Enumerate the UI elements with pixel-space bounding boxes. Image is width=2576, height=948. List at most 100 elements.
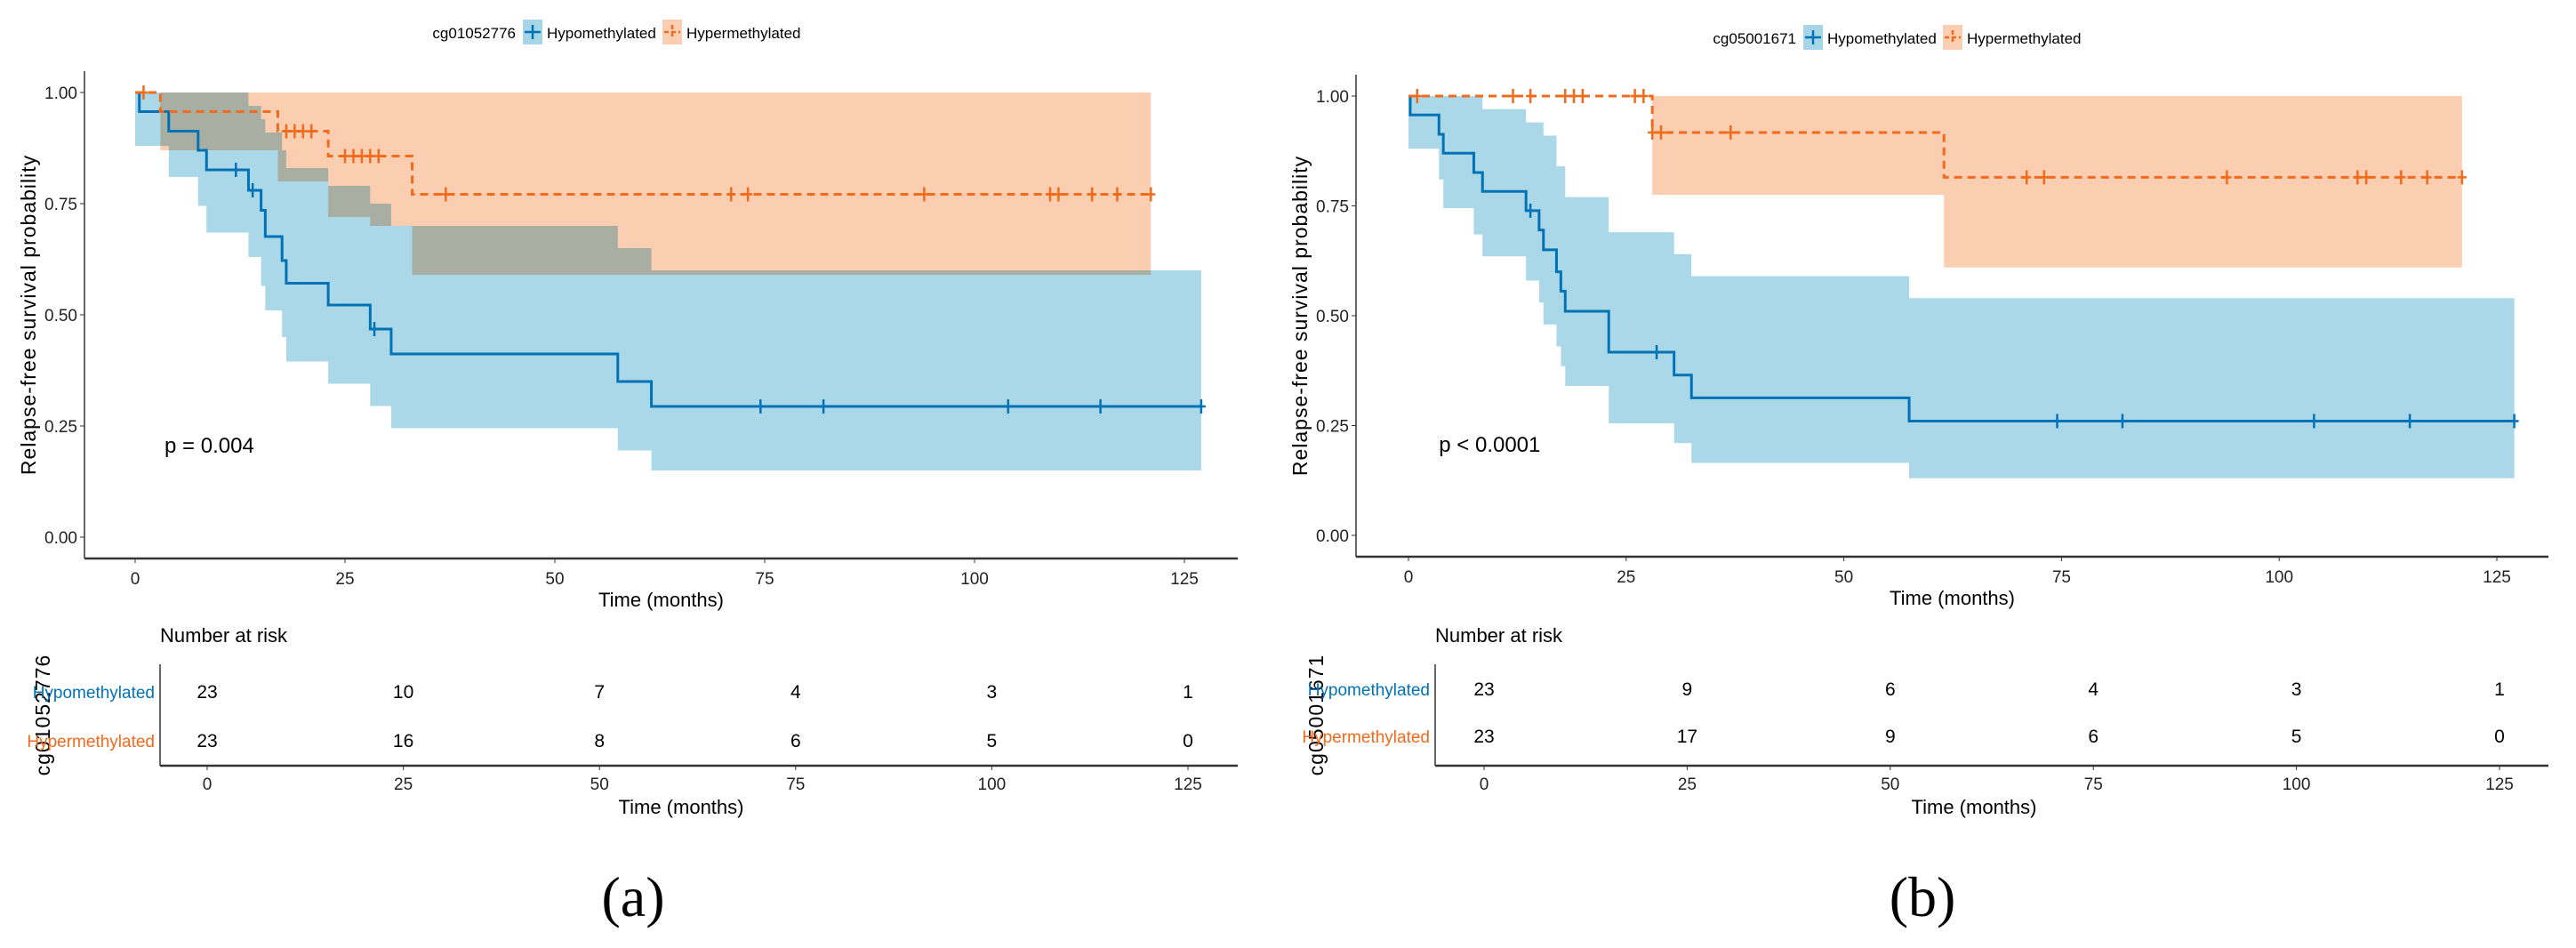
censor-mark-hyper: [2422, 170, 2432, 185]
censor-mark-hyper: [341, 149, 349, 164]
legend-label-hyper: Hypermethylated: [686, 25, 801, 42]
y-axis-title: Relapse-free survival probability: [1288, 156, 1312, 476]
censor-mark-hyper: [281, 124, 291, 139]
risk-x-tick-label: 0: [1480, 775, 1489, 794]
risk-strata-title: cg01052776: [31, 655, 54, 776]
censor-mark-hyper: [139, 85, 148, 100]
y-tick-label: 0.00: [44, 529, 77, 548]
censor-mark-hyper: [290, 124, 300, 139]
ci-band-hypo: [135, 92, 1201, 470]
x-tick-label: 75: [755, 570, 774, 589]
risk-x-tick-label: 100: [978, 775, 1007, 794]
x-tick-label: 75: [2052, 568, 2071, 587]
y-tick-label: 0.75: [44, 196, 77, 214]
ci-band-hyper: [160, 92, 1152, 275]
ci-band-hyper: [1652, 96, 2462, 268]
risk-x-axis-title: Time (months): [619, 796, 744, 818]
censor-mark-hypo: [819, 399, 829, 414]
risk-count: 6: [1885, 679, 1896, 700]
y-tick-label: 0.00: [1316, 527, 1349, 546]
risk-table-title: Number at risk: [160, 624, 288, 647]
risk-count: 1: [2494, 679, 2505, 700]
panel-label: (b): [1890, 865, 1956, 928]
risk-count: 5: [987, 731, 998, 751]
y-axis-title: Relapse-free survival probability: [17, 155, 40, 475]
risk-x-tick-label: 100: [2283, 775, 2311, 794]
censor-mark-hypo: [1652, 345, 1662, 360]
survival-curve-hyper: [1408, 94, 2462, 179]
censor-mark-hypo: [2309, 414, 2319, 429]
risk-strata-title: cg05001671: [1304, 655, 1328, 776]
risk-x-tick-label: 50: [590, 775, 609, 794]
censor-mark-hyper: [1726, 125, 1736, 141]
legend-key-hyper: [664, 25, 680, 39]
x-axis-title: Time (months): [598, 589, 724, 611]
risk-x-tick-label: 125: [2485, 775, 2514, 794]
censor-mark-hyper: [1569, 89, 1579, 103]
censor-mark-hyper: [1508, 89, 1518, 103]
risk-x-axis-title: Time (months): [1912, 796, 2037, 818]
risk-x-tick-label: 25: [1678, 775, 1697, 794]
ci-band-hypo: [1408, 96, 2515, 478]
risk-count: 23: [197, 731, 217, 751]
censor-mark-hyper: [1526, 89, 1536, 103]
panel-label: (a): [601, 865, 664, 928]
risk-count: 6: [790, 731, 801, 751]
y-tick-label: 0.50: [1316, 308, 1349, 326]
legend-key-hyper: [1945, 30, 1961, 44]
risk-count: 4: [2088, 679, 2099, 700]
risk-count: 9: [1682, 679, 1693, 700]
legend: cg01052776 Hypomethylated Hypermethylated: [432, 20, 801, 44]
censor-mark-hyper: [919, 187, 929, 202]
risk-x-tick-label: 50: [1881, 775, 1899, 794]
survival-curve-hypo: [1408, 94, 2515, 423]
risk-row-label-hyper: Hypermethylated: [1302, 728, 1430, 747]
p-value: p < 0.0001: [1439, 433, 1540, 457]
y-tick-label: 0.50: [44, 307, 77, 325]
x-tick-label: 125: [1170, 570, 1199, 589]
risk-x-tick-label: 75: [2084, 775, 2103, 794]
legend-title: cg05001671: [1713, 30, 1796, 47]
censor-mark-hypo: [756, 399, 766, 414]
censor-mark-hypo: [1095, 399, 1105, 414]
censor-mark-hyper: [1054, 187, 1063, 202]
risk-count: 8: [594, 731, 605, 751]
legend: cg05001671 Hypomethylated Hypermethylated: [1713, 25, 2082, 50]
legend-label-hypo: Hypomethylated: [1827, 30, 1937, 47]
x-tick-label: 50: [545, 570, 564, 589]
legend-key-hypo: [525, 25, 541, 39]
x-tick-label: 125: [2483, 568, 2511, 587]
censor-mark-hyper: [441, 187, 451, 202]
censor-mark-hyper: [743, 187, 753, 202]
risk-count: 9: [1885, 727, 1896, 747]
censor-mark-hypo: [1196, 399, 1206, 414]
censor-mark-hyper: [2022, 170, 2032, 185]
x-tick-label: 0: [1404, 568, 1414, 587]
risk-count: 3: [987, 682, 998, 703]
censor-mark-hyper: [2039, 170, 2049, 185]
risk-row-label-hypo: Hypomethylated: [33, 684, 155, 703]
censor-mark-hypo: [2117, 414, 2127, 429]
x-tick-label: 25: [1617, 568, 1635, 587]
censor-mark-hyper: [1087, 187, 1097, 202]
risk-table-title: Number at risk: [1435, 624, 1563, 647]
censor-mark-hyper: [1577, 89, 1587, 103]
legend-key-hypo: [1805, 30, 1821, 44]
risk-count: 16: [393, 731, 413, 751]
censor-mark-hyper: [1639, 89, 1649, 103]
x-tick-label: 25: [335, 570, 354, 589]
censor-mark-hypo: [1003, 399, 1013, 414]
risk-count: 1: [1183, 682, 1193, 703]
risk-count: 10: [393, 682, 413, 703]
y-tick-label: 0.25: [1316, 418, 1349, 437]
censor-mark-hyper: [1045, 187, 1055, 202]
risk-count: 23: [197, 682, 217, 703]
risk-x-tick-label: 125: [1174, 775, 1202, 794]
censor-mark-hypo: [231, 163, 241, 177]
risk-count: 0: [2494, 727, 2505, 747]
legend-label-hyper: Hypermethylated: [1967, 30, 2082, 47]
legend-label-hypo: Hypomethylated: [547, 25, 656, 42]
censor-mark-hypo: [248, 183, 258, 197]
